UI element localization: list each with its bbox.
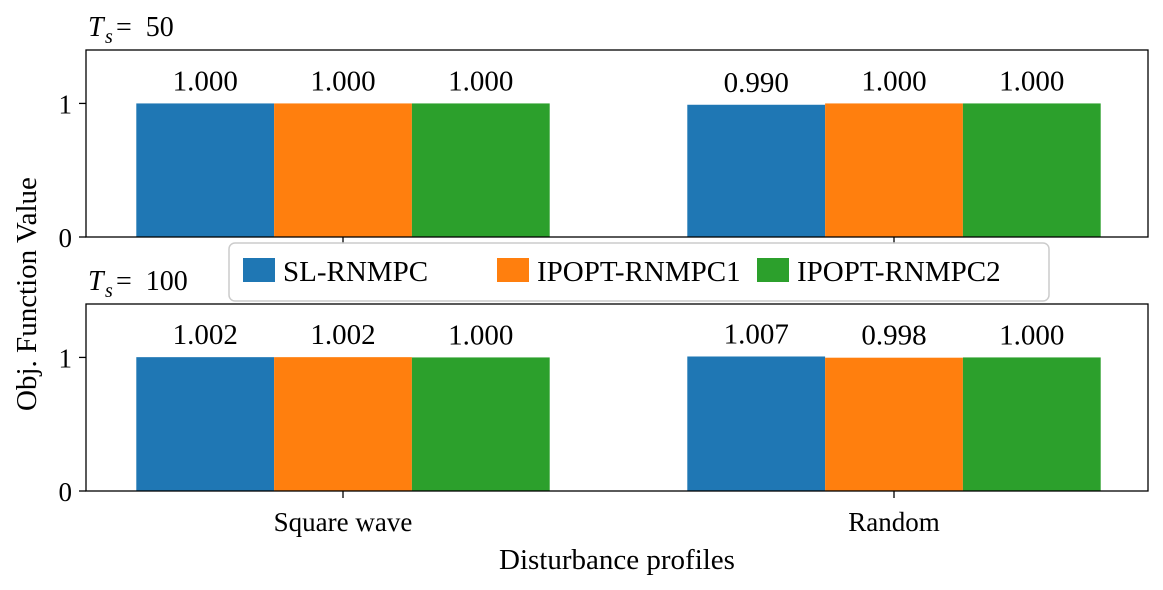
bar-value-label: 1.000	[999, 319, 1064, 351]
bar-ipopt-rnmpc1-random	[825, 103, 963, 238]
bar-ipopt-rnmpc2-square-wave	[411, 103, 550, 238]
bar-sl-rnmpc-square-wave	[136, 103, 275, 238]
y-tick-label: 0	[59, 223, 73, 253]
y-axis-label: Obj. Function Value	[11, 177, 43, 411]
bar-ipopt-rnmpc2-random	[962, 357, 1101, 491]
bar-ipopt-rnmpc2-square-wave	[411, 357, 550, 491]
axes-frame	[85, 49, 1149, 238]
legend-swatch-ipopt-rnmpc1	[497, 258, 529, 282]
panel-title-subscript: s	[105, 280, 113, 302]
panel-title-subscript: s	[105, 26, 113, 48]
bar-value-label: 0.990	[724, 67, 789, 99]
panel-title-symbol: T	[88, 266, 106, 297]
axes-frame	[85, 303, 1149, 492]
y-tick-label: 1	[59, 89, 73, 119]
bar-value-label: 1.000	[999, 65, 1064, 97]
bar-value-label: 1.002	[310, 319, 375, 351]
panel-2: 1.002 1.002 1.000 1.007 0.998 1.000 0 1 Square w…	[59, 266, 1149, 537]
legend-label-sl-rnmpc: SL-RNMPC	[283, 256, 428, 288]
bar-ipopt-rnmpc1-square-wave	[274, 103, 412, 238]
panel-title-value: = 50	[116, 12, 174, 43]
x-tick-label: Random	[848, 507, 940, 537]
x-axis-label: Disturbance profiles	[499, 544, 735, 576]
bar-value-label: 1.007	[724, 318, 789, 350]
legend-frame	[228, 242, 1050, 302]
bar-value-label: 1.000	[861, 65, 926, 97]
panel-1: 1.000 1.000 1.000 0.990 1.000 1.000 0 1 T s = 50	[59, 12, 1149, 253]
bar-sl-rnmpc-random	[687, 356, 826, 491]
bar-value-label: 1.000	[173, 65, 238, 97]
bar-value-label: 1.000	[310, 65, 375, 97]
y-tick-label: 1	[59, 343, 73, 373]
bar-value-label: 1.000	[448, 65, 513, 97]
bar-ipopt-rnmpc1-random	[825, 357, 963, 491]
bar-sl-rnmpc-random	[687, 104, 826, 237]
bar-value-label: 1.002	[173, 319, 238, 351]
bar-ipopt-rnmpc2-random	[962, 103, 1101, 238]
legend: SL-RNMPC IPOPT-RNMPC1 IPOPT-RNMPC2	[228, 242, 1050, 302]
legend-swatch-ipopt-rnmpc2	[757, 258, 789, 282]
legend-swatch-sl-rnmpc	[243, 258, 275, 282]
panel-title-symbol: T	[88, 12, 106, 43]
bar-value-label: 1.000	[448, 319, 513, 351]
y-tick-label: 0	[59, 477, 73, 507]
legend-label-ipopt-rnmpc2: IPOPT-RNMPC2	[797, 256, 1001, 288]
panel-title-value: = 100	[116, 266, 188, 297]
bar-sl-rnmpc-square-wave	[136, 357, 275, 491]
bar-ipopt-rnmpc1-square-wave	[274, 357, 412, 491]
bar-value-label: 0.998	[861, 320, 926, 352]
legend-label-ipopt-rnmpc1: IPOPT-RNMPC1	[537, 256, 741, 288]
x-tick-label: Square wave	[274, 507, 413, 537]
